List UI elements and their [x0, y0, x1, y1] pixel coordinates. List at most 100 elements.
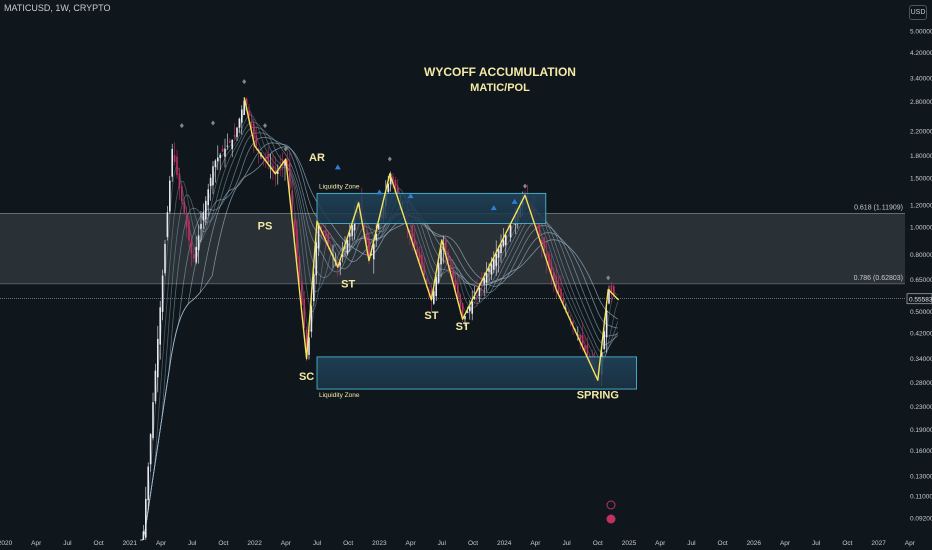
- x-tick-label: 2022: [247, 540, 262, 547]
- candle-body: [317, 222, 320, 249]
- x-tick-label: Jul: [562, 540, 571, 547]
- fib-label: 0.786 (0.62803): [854, 275, 903, 282]
- ma-ribbon-line: [140, 126, 619, 541]
- candle-body: [233, 134, 236, 137]
- candle-body: [265, 157, 267, 160]
- candle-body: [497, 249, 500, 258]
- signal-diamond-icon: [283, 146, 288, 152]
- x-tick-label: 2027: [871, 540, 886, 547]
- ma-ribbon-line: [140, 114, 619, 541]
- candle-body: [195, 246, 197, 263]
- candle-body: [457, 284, 459, 298]
- last-price-tag: [906, 293, 932, 305]
- signal-diamond-icon: [179, 123, 184, 129]
- x-tick-label: Oct: [218, 540, 228, 547]
- y-tick-label: 0.13000: [910, 473, 932, 480]
- candle-body: [445, 240, 447, 253]
- chart-subtitle: MATIC/POL: [470, 82, 530, 94]
- candle-body: [603, 331, 605, 350]
- candle-body: [584, 345, 586, 351]
- candle-body: [459, 294, 461, 308]
- candle-body: [502, 239, 505, 247]
- candle-body: [284, 161, 286, 166]
- candle-body: [430, 289, 433, 298]
- ma-ribbon-line: [140, 146, 619, 541]
- candle-body: [267, 153, 269, 163]
- candle-body: [185, 215, 188, 228]
- x-tick-label: 2021: [123, 540, 138, 547]
- candle-body: [425, 279, 428, 284]
- y-tick-label: 0.09200: [910, 516, 932, 523]
- candle-body: [217, 157, 219, 162]
- x-tick-label: Jul: [63, 540, 72, 547]
- candle-body: [488, 268, 490, 272]
- candle-body: [286, 160, 289, 167]
- wyckoff-wave: [243, 97, 620, 381]
- candle-body: [581, 335, 584, 346]
- candle-body: [289, 163, 291, 190]
- candle-body: [245, 98, 248, 105]
- candle-body: [159, 307, 161, 345]
- candle-body: [341, 254, 344, 257]
- y-tick-label: 2.80000: [910, 99, 932, 106]
- candle-body: [147, 466, 149, 501]
- currency-badge[interactable]: USD: [909, 5, 927, 20]
- candle-body: [555, 276, 557, 288]
- candle-body: [349, 232, 351, 237]
- candle-body: [178, 173, 181, 189]
- candle-body: [373, 243, 375, 260]
- event-marker-icon[interactable]: [606, 514, 616, 524]
- candle-body: [250, 123, 253, 128]
- symbol-header[interactable]: MATICUSD, 1W, CRYPTO: [4, 3, 111, 13]
- x-tick-label: Jul: [313, 540, 322, 547]
- signal-diamond-icon: [263, 123, 267, 129]
- candle-body: [226, 145, 229, 147]
- y-tick-label: 0.65000: [910, 277, 932, 284]
- candle-body: [509, 225, 512, 238]
- candle-body: [411, 225, 413, 240]
- candle-body: [346, 240, 349, 254]
- x-tick-label: 2020: [0, 540, 13, 547]
- candle-body: [243, 100, 245, 115]
- candle-body: [452, 271, 454, 280]
- signal-diamond-icon: [606, 275, 611, 281]
- candle-body: [466, 311, 469, 313]
- liquidity-zone-label: Liquidity Zone: [319, 183, 360, 190]
- x-tick-label: Apr: [281, 540, 292, 547]
- candle-body: [205, 200, 207, 220]
- candle-body: [413, 238, 416, 247]
- candle-body: [368, 239, 370, 257]
- candle-body: [301, 281, 303, 305]
- candle-body: [296, 228, 298, 259]
- x-tick-label: Jul: [812, 540, 821, 547]
- candle-body: [207, 189, 209, 206]
- signal-triangle-icon: [490, 205, 497, 211]
- chart-title: WYCOFF ACCUMULATION: [424, 65, 576, 79]
- candle-body: [310, 305, 313, 332]
- candle-body: [505, 234, 507, 246]
- candle-body: [447, 252, 449, 262]
- candle-body: [337, 262, 339, 266]
- candle-body: [473, 296, 476, 299]
- candle-body: [214, 160, 217, 168]
- candle-body: [241, 109, 243, 123]
- signal-triangle-icon: [407, 193, 414, 199]
- x-tick-label: Apr: [31, 540, 42, 547]
- candle-body: [483, 277, 485, 284]
- candle-body: [257, 148, 260, 151]
- candle-body: [608, 289, 610, 304]
- signal-triangle-icon: [334, 164, 341, 170]
- event-marker-icon[interactable]: [606, 500, 616, 510]
- y-tick-label: 0.23000: [910, 404, 932, 411]
- x-tick-label: Apr: [655, 540, 666, 547]
- liquidity-zone-label: Liquidity Zone: [319, 392, 360, 399]
- candle-body: [449, 264, 452, 271]
- wyckoff-label: AR: [309, 152, 325, 164]
- candle-body: [176, 156, 178, 176]
- fib-label: 0.618 (1.11909): [854, 204, 903, 211]
- x-tick-label: Oct: [593, 540, 603, 547]
- wyckoff-label: ST: [424, 310, 438, 322]
- candle-body: [202, 212, 205, 221]
- x-tick-label: 2024: [497, 540, 512, 547]
